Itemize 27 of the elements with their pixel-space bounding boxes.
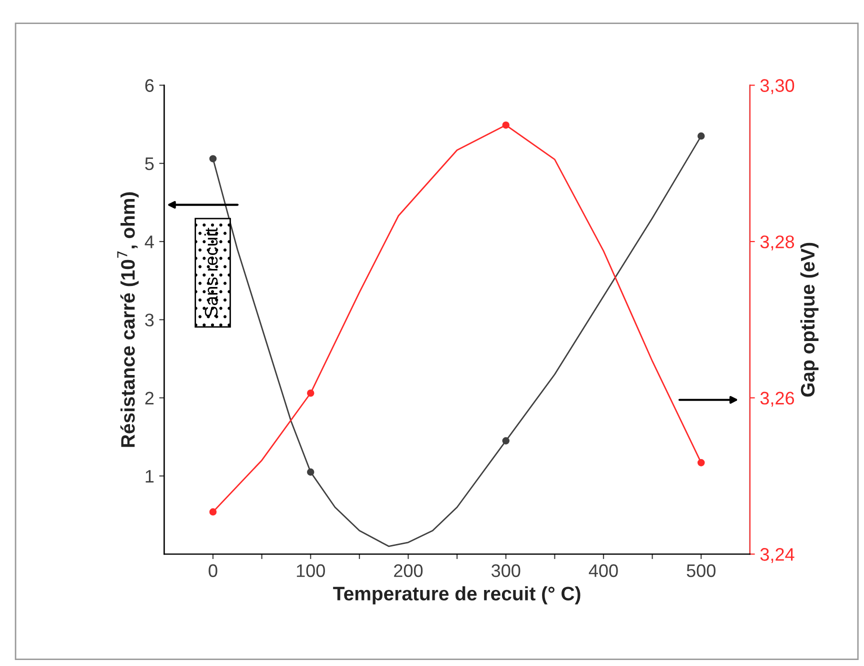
- y2-tick-label: 3,28: [760, 235, 794, 250]
- y-tick-label: 4: [144, 236, 154, 248]
- y-tick-label: 2: [145, 392, 154, 404]
- x-tick-label: 500: [686, 564, 716, 578]
- point: [306, 389, 314, 397]
- x-axis-title: Temperature de recuit (° C): [333, 586, 580, 604]
- x-tick-label: 100: [296, 564, 325, 578]
- y2-axis-title: Gap optique (eV): [800, 242, 818, 397]
- y2-tick-label: 3,30: [760, 79, 794, 94]
- point: [209, 508, 217, 516]
- point: [502, 121, 510, 129]
- point: [209, 155, 217, 162]
- y-tick-label: 1: [146, 470, 154, 483]
- x-tick-label: 200: [394, 564, 423, 578]
- y-tick-label: 6: [145, 79, 154, 92]
- point: [306, 468, 314, 476]
- x-tick-label: 0: [208, 564, 218, 578]
- point: [502, 437, 510, 444]
- y2-tick-label: 3,26: [760, 392, 794, 407]
- point: [697, 132, 705, 140]
- y-tick-label: 3: [145, 314, 154, 326]
- y-axis-title: Résistance carré (10$^{7}$, ohm): [117, 192, 139, 447]
- y2-tick-label: 3,24: [760, 548, 794, 563]
- y-tick-label: 5: [145, 158, 154, 170]
- point: [697, 459, 705, 466]
- x-tick-label: 400: [588, 564, 618, 578]
- x-tick-label: 300: [492, 564, 520, 578]
